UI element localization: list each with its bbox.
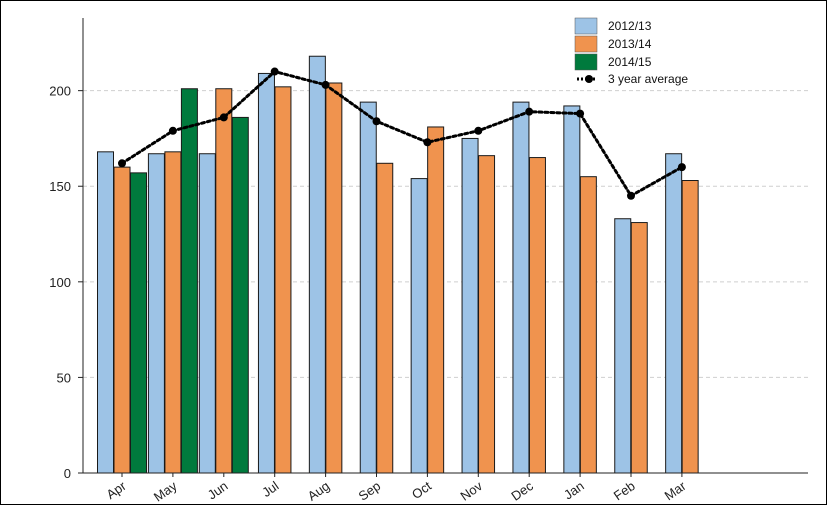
bar-2013-14-feb bbox=[630, 222, 648, 474]
x-tick-label: Dec bbox=[508, 478, 536, 504]
average-line bbox=[118, 67, 686, 200]
x-tick-label: Sep bbox=[356, 478, 384, 504]
average-point-mar bbox=[677, 163, 686, 172]
average-point-jan bbox=[576, 109, 585, 118]
bars bbox=[97, 55, 699, 474]
bar-2013-14-jun bbox=[215, 88, 233, 474]
x-tick-label: Nov bbox=[457, 478, 485, 504]
average-point-sep bbox=[372, 117, 381, 126]
average-point-nov bbox=[474, 126, 483, 135]
legend-line-marker bbox=[585, 75, 593, 83]
bar-2012-13-jun bbox=[198, 153, 216, 474]
x-tick-label: May bbox=[151, 478, 180, 505]
x-tick-label: Mar bbox=[662, 478, 689, 504]
average-point-dec bbox=[525, 107, 534, 116]
legend-swatch bbox=[574, 17, 598, 35]
bar-2013-14-dec bbox=[528, 157, 546, 474]
bar-2013-14-may bbox=[164, 151, 182, 474]
bar-2013-14-aug bbox=[325, 82, 343, 474]
bar-2012-13-feb bbox=[614, 218, 632, 474]
bar-2014-15-may bbox=[180, 88, 198, 474]
average-point-feb bbox=[627, 191, 635, 200]
y-tick-label: 50 bbox=[57, 370, 71, 385]
bar-2012-13-jul bbox=[257, 72, 275, 474]
average-point-oct bbox=[423, 138, 432, 147]
x-axis-ticks: Apr May Jun Jul Aug Sep Oct Nov Dec Jan Feb Mar bbox=[104, 473, 689, 505]
legend-label: 2014/15 bbox=[608, 55, 652, 69]
legend: 2012/13 2013/14 2014/15 3 year average bbox=[574, 17, 688, 86]
bar-2012-13-apr bbox=[97, 151, 114, 474]
bar-2012-13-nov bbox=[461, 137, 479, 474]
bar-2012-13-oct bbox=[410, 178, 428, 474]
average-point-apr bbox=[118, 159, 126, 168]
bar-2012-13-mar bbox=[665, 153, 683, 474]
average-line-path bbox=[120, 69, 684, 198]
y-tick-label: 200 bbox=[49, 84, 71, 99]
bar-2013-14-apr bbox=[113, 166, 131, 474]
x-tick-label: Apr bbox=[104, 478, 130, 502]
y-tick-label: 150 bbox=[49, 179, 71, 194]
x-tick-label: Oct bbox=[409, 478, 434, 502]
x-tick-label: Jan bbox=[561, 478, 587, 502]
axes bbox=[82, 18, 808, 474]
x-tick-label: Jun bbox=[205, 478, 231, 502]
bar-2012-13-may bbox=[147, 153, 165, 474]
legend-label: 2013/14 bbox=[608, 37, 652, 51]
legend-swatch bbox=[574, 53, 598, 71]
bar-2012-13-sep bbox=[359, 101, 377, 474]
bar-2013-14-jan bbox=[579, 176, 597, 474]
y-tick-label: 0 bbox=[64, 466, 71, 481]
y-axis-ticks: 0 50 100 150 200 bbox=[49, 84, 83, 481]
x-tick-label: Feb bbox=[611, 478, 638, 503]
bar-2013-14-oct bbox=[427, 126, 445, 474]
bar-2012-13-aug bbox=[308, 55, 326, 474]
bar-2013-14-mar bbox=[681, 180, 699, 474]
average-point-jun bbox=[219, 113, 228, 122]
bar-2014-15-jun bbox=[231, 116, 249, 474]
bar-2013-14-sep bbox=[376, 162, 394, 474]
bar-2013-14-nov bbox=[478, 155, 496, 474]
average-point-jul bbox=[270, 67, 279, 76]
bar-2013-14-jul bbox=[274, 86, 292, 474]
bar-2014-15-apr bbox=[130, 172, 147, 474]
average-point-may bbox=[168, 126, 177, 135]
average-point-aug bbox=[321, 80, 330, 89]
x-tick-label: Jul bbox=[259, 478, 281, 500]
legend-swatch bbox=[574, 35, 598, 53]
x-tick-label: Aug bbox=[305, 478, 333, 504]
legend-label: 2012/13 bbox=[608, 19, 652, 33]
legend-label: 3 year average bbox=[608, 72, 688, 86]
bar-2012-13-jan bbox=[563, 105, 581, 474]
y-tick-label: 100 bbox=[49, 275, 71, 290]
bar-2012-13-dec bbox=[512, 101, 530, 474]
